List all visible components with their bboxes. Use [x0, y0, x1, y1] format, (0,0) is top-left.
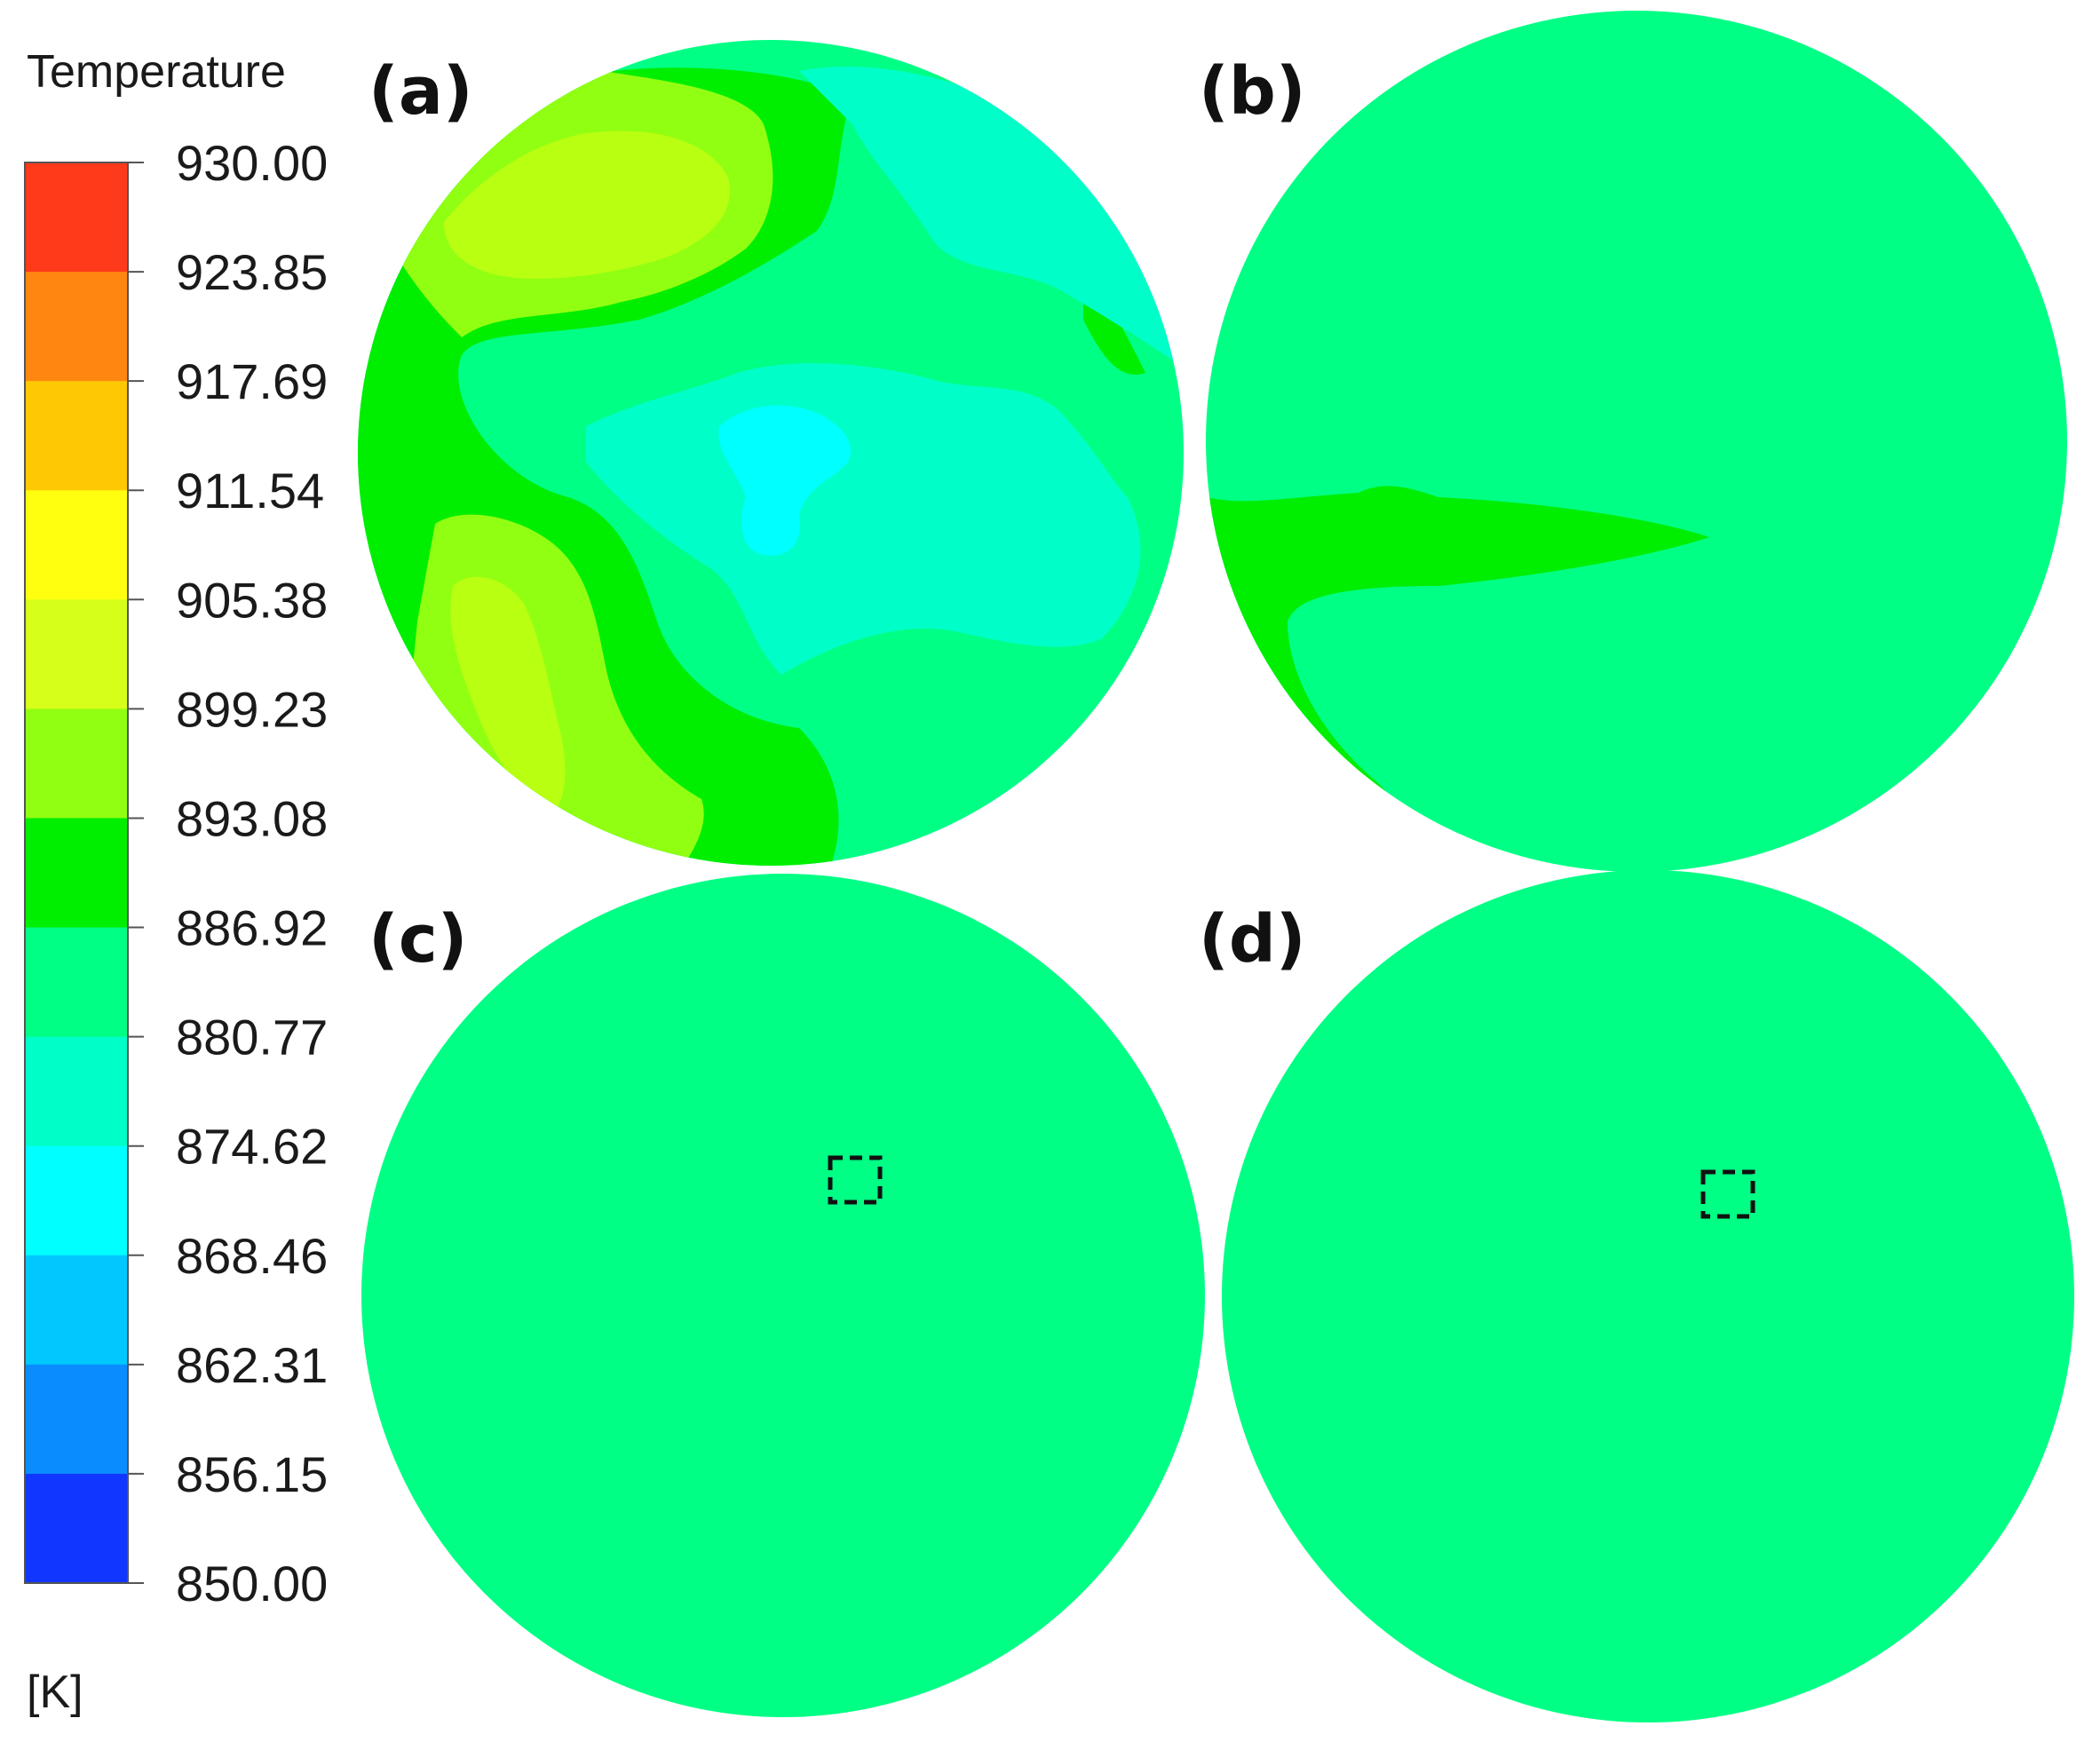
colorbar-tick-label: 905.38: [176, 572, 328, 628]
colorbar-band: [25, 599, 128, 709]
colorbar-band: [25, 927, 128, 1038]
panel-d-disk: [1222, 870, 2074, 1722]
colorbar-tick-label: 886.92: [176, 900, 328, 956]
panel-label-b: (b): [1199, 53, 1306, 130]
colorbar-tick-label: 893.08: [176, 790, 328, 846]
panel-a-region-cyangreen-right: [799, 67, 1184, 373]
colorbar-tick-label: 899.23: [176, 681, 328, 737]
panel-b: (b): [1199, 11, 2067, 872]
panel-a-region-cyan: [718, 405, 852, 556]
colorbar-tick-label: 862.31: [176, 1337, 328, 1393]
colorbar-band: [25, 272, 128, 382]
panel-c-disk: [361, 874, 1205, 1717]
colorbar-title: Temperature: [27, 46, 286, 98]
colorbar-tick-label: 856.15: [176, 1446, 328, 1502]
colorbar-band: [25, 1145, 128, 1256]
panel-a-region-yellowgreen-top: [444, 131, 730, 279]
colorbar-ticks: 930.00 923.85 917.69 911.54 905.38 899.23 893.…: [128, 135, 328, 1611]
panel-label-a: (a): [368, 53, 473, 130]
colorbar-band: [25, 490, 128, 600]
colorbar-band: [25, 1036, 128, 1147]
colorbar-band: [25, 709, 128, 819]
colorbar-tick-label: 930.00: [176, 135, 328, 191]
panel-c-marker-box: [828, 1155, 883, 1205]
colorbar-band: [25, 1255, 128, 1366]
panel-d-marker-box: [1700, 1169, 1755, 1219]
colorbar-tick-label: 923.85: [176, 244, 328, 300]
colorbar-band: [25, 1364, 128, 1475]
panel-d: (d): [1199, 870, 2074, 1722]
panel-label-d: (d): [1199, 901, 1306, 978]
panel-a: (a): [358, 40, 1184, 866]
panel-c: (c): [361, 874, 1205, 1717]
colorbar-tick-label: 917.69: [176, 353, 328, 409]
panel-label-c: (c): [368, 901, 468, 978]
colorbar-band: [25, 162, 128, 273]
colorbar-tick-label: 880.77: [176, 1010, 328, 1065]
colorbar-legend: Temperature 930.00 923.85 917.69 911.54 905.…: [24, 46, 328, 1718]
colorbar-tick-label: 850.00: [176, 1556, 328, 1611]
colorbar-tick-label: 911.54: [176, 463, 324, 519]
colorbar-tick-label: 868.46: [176, 1228, 328, 1284]
colorbar-unit: [K]: [27, 1667, 83, 1718]
colorbar-band: [25, 1473, 128, 1584]
panel-a-contours: [358, 67, 1184, 866]
colorbar-bands: [25, 162, 128, 1584]
colorbar-frame: [24, 162, 129, 1584]
panel-a-region-yellowgreen-bottom: [450, 576, 566, 817]
colorbar-band: [25, 381, 128, 491]
colorbar-band: [25, 818, 128, 929]
colorbar-tick-label: 874.62: [176, 1119, 328, 1175]
panel-b-disk: [1206, 11, 2067, 872]
